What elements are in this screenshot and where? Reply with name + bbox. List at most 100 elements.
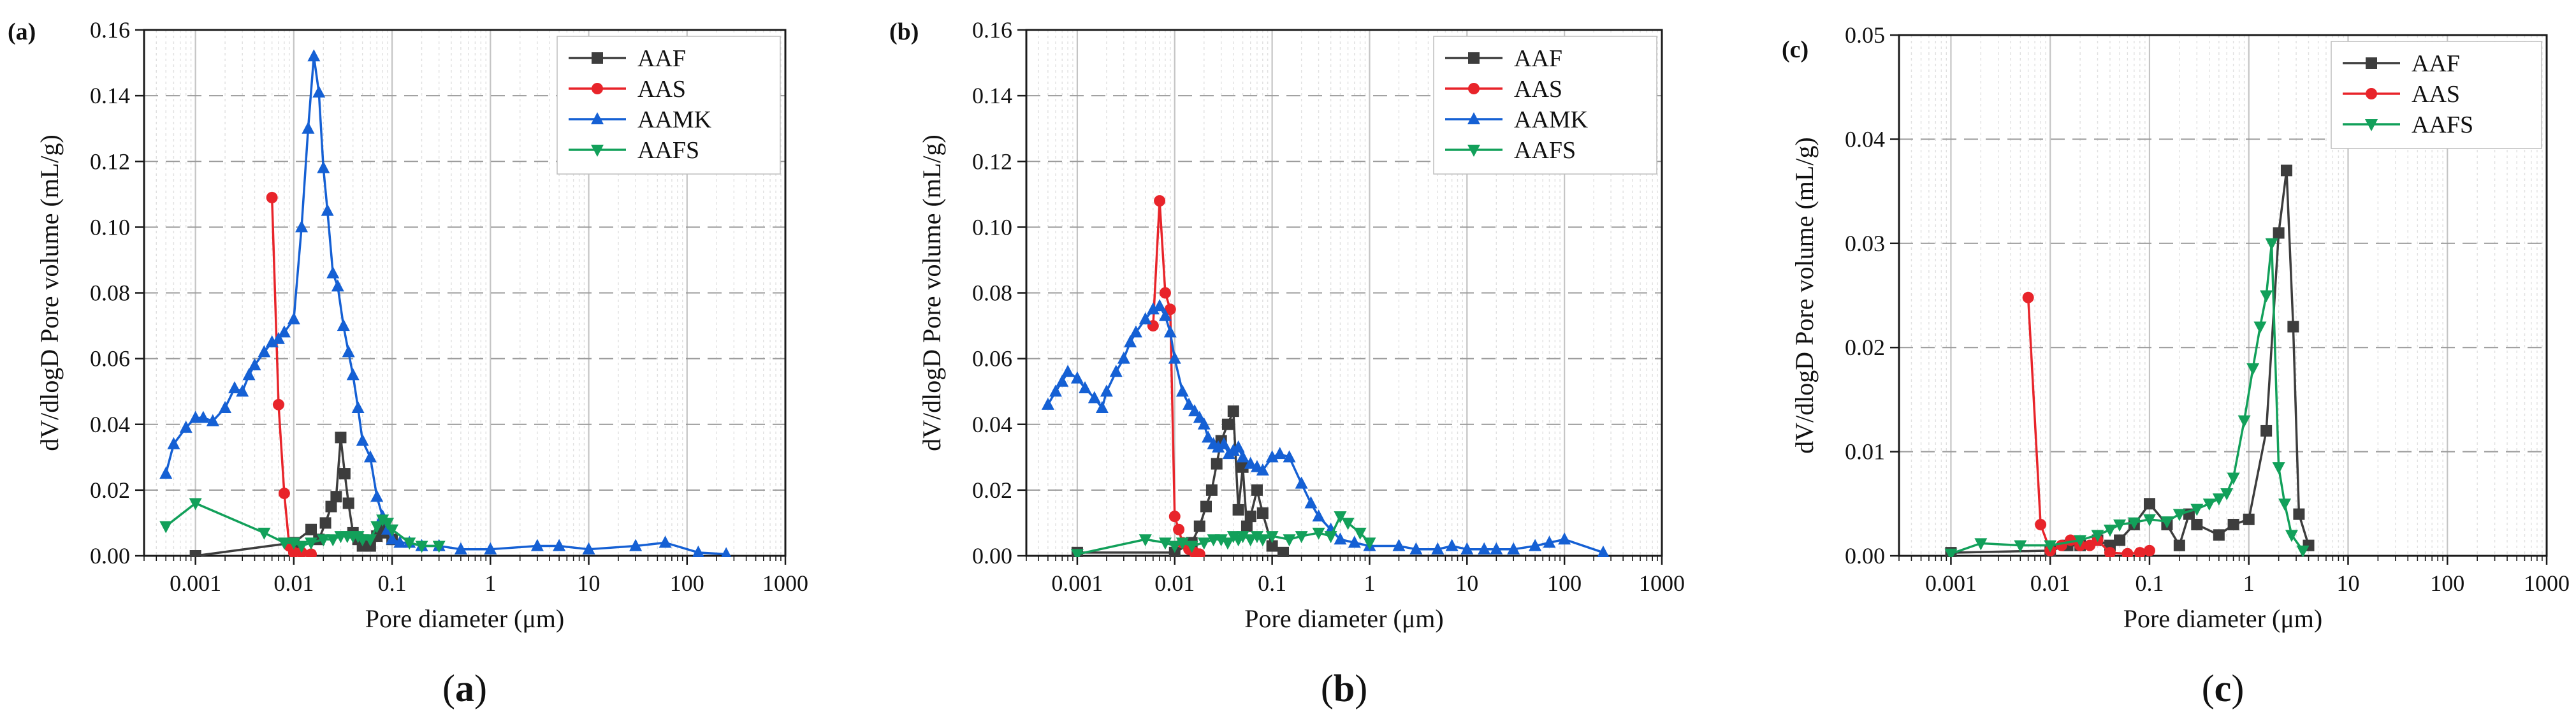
data-point <box>1543 535 1556 548</box>
data-point <box>351 400 365 413</box>
data-point <box>2260 425 2273 437</box>
data-point <box>242 368 256 381</box>
series-aafs <box>1070 511 1376 557</box>
data-point <box>2173 539 2185 551</box>
data-point <box>1460 542 1474 555</box>
y-axis: 0.00 0.02 0.04 0.06 0.08 0.10 0.12 0.14 0.16 <box>972 17 1026 569</box>
data-point <box>1168 511 1181 523</box>
data-point <box>1256 463 1269 476</box>
data-point <box>1214 534 1228 547</box>
x-tick-label: 100 <box>670 570 704 596</box>
data-point <box>1353 527 1367 540</box>
data-point <box>370 521 384 534</box>
x-tick-label: 0.1 <box>1258 570 1286 596</box>
data-point <box>2143 514 2156 527</box>
data-point <box>1236 450 1249 463</box>
legend-label: AAF <box>2412 50 2460 77</box>
data-point <box>1158 309 1172 321</box>
caption-letter: c <box>2215 667 2232 709</box>
y-axis: 0.00 0.02 0.04 0.06 0.08 0.10 0.12 0.14 0.16 <box>90 17 144 569</box>
legend: AAF AAS AAMK AAFS <box>557 36 781 175</box>
data-point <box>1159 287 1171 299</box>
data-point <box>312 85 326 98</box>
x-axis: 0.001 0.01 0.1 1 10 100 1000 <box>1026 556 1685 596</box>
data-point <box>1146 302 1160 315</box>
data-point <box>342 497 354 509</box>
data-point <box>1193 520 1205 532</box>
data-point <box>1236 531 1249 544</box>
chart-panel-c: 0.001 0.01 0.1 1 10 100 10000.000.010.020.030.… <box>1782 22 2570 709</box>
data-point <box>1974 538 1988 551</box>
data-point <box>2022 291 2034 303</box>
data-point <box>1212 440 1225 453</box>
data-point <box>338 468 351 480</box>
y-tick-label: 0.12 <box>972 149 1012 174</box>
data-point <box>1197 537 1211 550</box>
series-aaf <box>1945 164 2315 557</box>
legend-item-aafs: AAFS <box>569 137 699 164</box>
data-point <box>2365 119 2378 131</box>
x-tick-label: 0.01 <box>1154 570 1195 596</box>
y-tick-label: 0.01 <box>1845 439 1885 465</box>
x-tick-label: 10 <box>1455 570 1478 596</box>
data-point <box>386 532 399 545</box>
data-point <box>1221 418 1233 430</box>
legend-item-aafs: AAFS <box>1445 137 1576 164</box>
data-point <box>1197 417 1211 430</box>
y-tick-label: 0.04 <box>90 412 130 437</box>
series-line-aas <box>1152 200 1200 556</box>
legend-item-aaf: AAF <box>569 45 686 72</box>
data-point <box>2260 290 2273 303</box>
legend-item-aaf: AAF <box>2343 50 2460 77</box>
series-line-aafs <box>1950 242 2304 555</box>
data-point <box>1244 511 1256 523</box>
data-point <box>1237 461 1249 473</box>
data-point <box>1153 299 1167 312</box>
series-aaf <box>1071 405 1290 557</box>
data-point <box>305 548 317 557</box>
data-point <box>2238 415 2251 428</box>
data-point <box>370 490 384 502</box>
data-point <box>2014 540 2027 553</box>
data-point <box>1597 545 1610 557</box>
data-point <box>2278 498 2292 511</box>
data-point <box>167 437 180 449</box>
data-point <box>159 467 173 479</box>
data-point <box>1241 520 1253 532</box>
data-point <box>2127 517 2141 530</box>
series-line-aas <box>2027 297 2150 555</box>
data-point <box>2280 164 2292 177</box>
legend-item-aas: AAS <box>1445 76 1562 103</box>
y-tick-label: 0.06 <box>972 346 1012 372</box>
data-point <box>278 488 290 500</box>
legend-label: AAMK <box>1514 106 1589 133</box>
data-point <box>363 534 377 547</box>
y-axis: 0.00 0.01 0.02 0.03 0.04 0.05 <box>1845 22 1899 569</box>
data-point <box>179 420 193 433</box>
data-point <box>1232 440 1245 453</box>
legend-label: AAF <box>637 45 686 72</box>
x-tick-label: 0.001 <box>170 570 221 596</box>
data-point <box>1334 532 1347 545</box>
data-point <box>305 523 317 535</box>
caption-letter: b <box>1334 667 1355 709</box>
data-point <box>206 414 219 426</box>
data-point <box>2296 545 2310 557</box>
data-point <box>1163 325 1177 338</box>
data-point <box>1507 542 1520 555</box>
data-point <box>228 381 242 394</box>
data-point <box>1154 195 1166 207</box>
data-point <box>305 537 318 550</box>
data-point <box>1529 539 1542 551</box>
data-point <box>2227 518 2239 530</box>
data-point <box>2265 238 2278 251</box>
data-point <box>2113 519 2127 532</box>
x-tick-label: 0.1 <box>2135 570 2164 596</box>
data-point <box>1283 450 1296 463</box>
data-point <box>1304 496 1318 509</box>
x-tick-label: 0.001 <box>1051 570 1103 596</box>
x-tick-label: 1000 <box>762 570 808 596</box>
data-point <box>393 535 407 548</box>
data-point <box>1467 145 1480 157</box>
series-group <box>1041 195 1610 557</box>
